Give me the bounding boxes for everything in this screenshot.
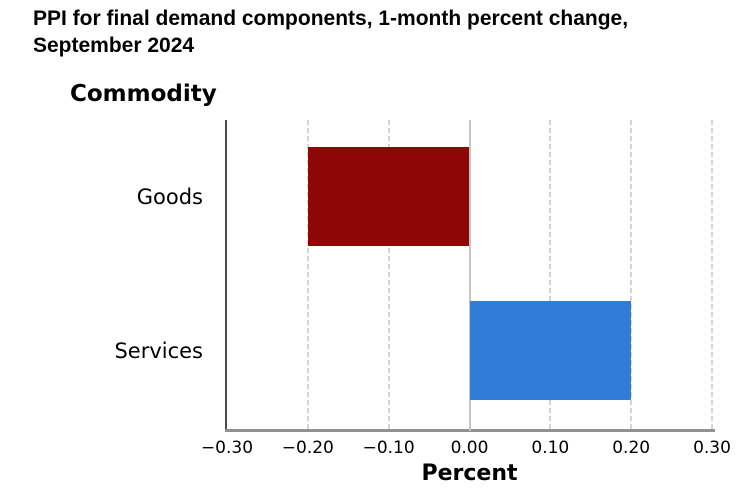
gridline: [306, 120, 309, 431]
x-tick-label: −0.10: [362, 438, 415, 458]
x-axis-title: Percent: [421, 461, 518, 486]
chart-title-line-1: PPI for final demand components, 1-month…: [33, 7, 629, 30]
gridline: [549, 120, 552, 431]
gridline: [387, 120, 390, 431]
x-tick-label: 0.00: [450, 438, 489, 458]
x-tick-label: 0.10: [531, 438, 570, 458]
gridline: [630, 120, 633, 431]
chart-title-line-2: September 2024: [33, 34, 195, 57]
bar-services: [469, 301, 632, 400]
x-axis-tick-labels: −0.30 −0.20 −0.10 0.00 0.10 0.20 0.30: [201, 438, 731, 462]
y-axis-line: [225, 120, 227, 431]
plot-area: [227, 120, 713, 431]
gridline: [711, 120, 713, 431]
x-tick-label: 0.20: [612, 438, 651, 458]
y-axis-title: Commodity: [70, 81, 217, 107]
x-tick-label: −0.30: [200, 438, 254, 458]
category-label-services: Services: [114, 338, 203, 363]
bar-goods: [307, 147, 470, 246]
category-label-goods: Goods: [136, 184, 203, 209]
chart-title: PPI for final demand components, 1-month…: [33, 5, 628, 59]
zero-gridline: [468, 120, 471, 431]
x-tick-label: 0.30: [693, 438, 731, 458]
x-tick-label: −0.20: [281, 438, 334, 458]
